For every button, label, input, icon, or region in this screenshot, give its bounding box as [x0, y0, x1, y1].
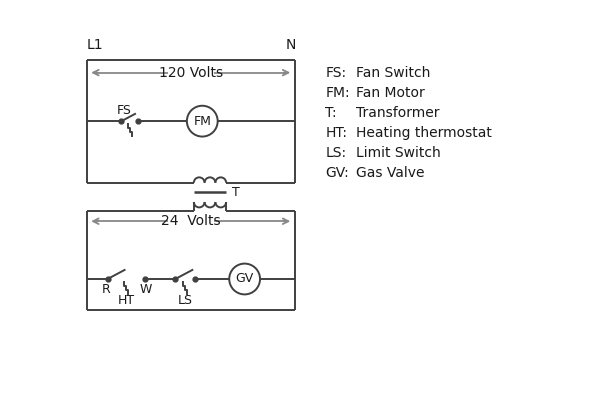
- Text: LS: LS: [178, 294, 192, 307]
- Text: Fan Switch: Fan Switch: [356, 66, 431, 80]
- Text: FS: FS: [116, 104, 131, 117]
- Text: 24  Volts: 24 Volts: [161, 214, 221, 228]
- Text: FM:: FM:: [326, 86, 350, 100]
- Text: HT:: HT:: [326, 126, 348, 140]
- Text: W: W: [139, 282, 152, 296]
- Text: GV:: GV:: [326, 166, 349, 180]
- Text: Heating thermostat: Heating thermostat: [356, 126, 492, 140]
- Text: Limit Switch: Limit Switch: [356, 146, 441, 160]
- Text: Fan Motor: Fan Motor: [356, 86, 425, 100]
- Text: GV: GV: [235, 272, 254, 286]
- Text: R: R: [101, 282, 110, 296]
- Text: Gas Valve: Gas Valve: [356, 166, 425, 180]
- Text: LS:: LS:: [326, 146, 346, 160]
- Text: T:: T:: [326, 106, 337, 120]
- Text: T: T: [232, 186, 240, 199]
- Text: HT: HT: [117, 294, 135, 307]
- Text: Transformer: Transformer: [356, 106, 440, 120]
- Text: 120 Volts: 120 Volts: [159, 66, 223, 80]
- Text: FM: FM: [194, 115, 211, 128]
- Text: FS:: FS:: [326, 66, 346, 80]
- Text: L1: L1: [87, 38, 103, 52]
- Text: N: N: [286, 38, 296, 52]
